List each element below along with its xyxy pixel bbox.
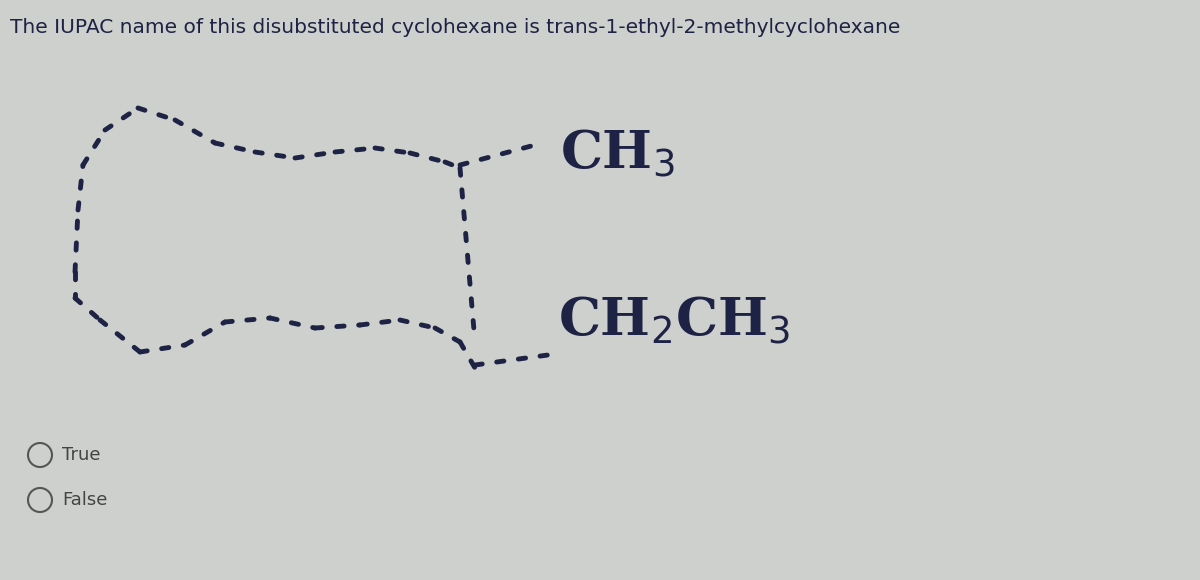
Text: True: True bbox=[62, 446, 101, 464]
Text: CH$_2$CH$_3$: CH$_2$CH$_3$ bbox=[558, 295, 790, 347]
Text: The IUPAC name of this disubstituted cyclohexane is trans-1-ethyl-2-methylcycloh: The IUPAC name of this disubstituted cyc… bbox=[10, 18, 900, 37]
Text: CH$_3$: CH$_3$ bbox=[560, 128, 674, 180]
Text: False: False bbox=[62, 491, 107, 509]
